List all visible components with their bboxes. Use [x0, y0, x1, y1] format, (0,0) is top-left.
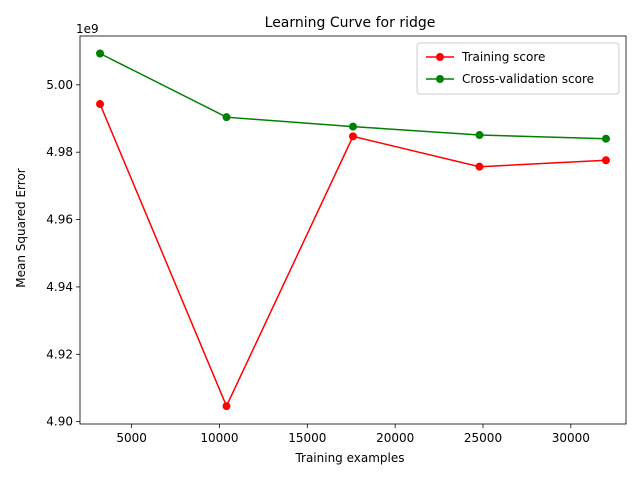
x-tick-label: 5000 [116, 431, 147, 445]
x-tick-label: 15000 [288, 431, 326, 445]
data-point-training [96, 100, 105, 109]
data-point-cross-validation [349, 122, 357, 131]
plot-area: 5000 10000 15000 20000 25000 30000 4.90 4.92 4.9… [46, 35, 627, 445]
y-tick-label: 4.92 [46, 347, 73, 361]
axes-frame [79, 35, 627, 425]
data-point-cross-validation [222, 113, 231, 122]
data-point-training [601, 156, 610, 165]
y-offset-label: 1e9 [76, 22, 99, 36]
legend-marker-training [436, 53, 444, 61]
chart-title: Learning Curve for ridge [265, 15, 436, 31]
x-axis-title: Training examples [294, 451, 404, 465]
legend-label-training: Training score [461, 50, 545, 64]
legend-marker-cross-validation [436, 75, 444, 83]
y-tick-label: 4.96 [46, 213, 73, 227]
y-tick-label: 4.90 [46, 415, 73, 429]
legend-box [416, 42, 620, 95]
y-axis-title: Mean Squared Error [14, 168, 28, 288]
y-tick-label: 5.00 [46, 78, 73, 92]
legend-label-cross-validation: Cross-validation score [462, 72, 594, 86]
x-tick-label: 30000 [552, 431, 590, 445]
x-tick-label: 25000 [464, 431, 502, 445]
data-point-training [222, 402, 231, 411]
data-point-cross-validation [475, 131, 484, 140]
x-tick-label: 10000 [200, 431, 238, 445]
data-point-training [349, 132, 357, 141]
y-tick-label: 4.98 [46, 145, 73, 159]
data-point-training [475, 162, 484, 171]
x-tick-label: 20000 [376, 431, 414, 445]
data-point-cross-validation [96, 49, 105, 58]
data-point-cross-validation [601, 134, 610, 143]
y-tick-label: 4.94 [46, 280, 73, 294]
